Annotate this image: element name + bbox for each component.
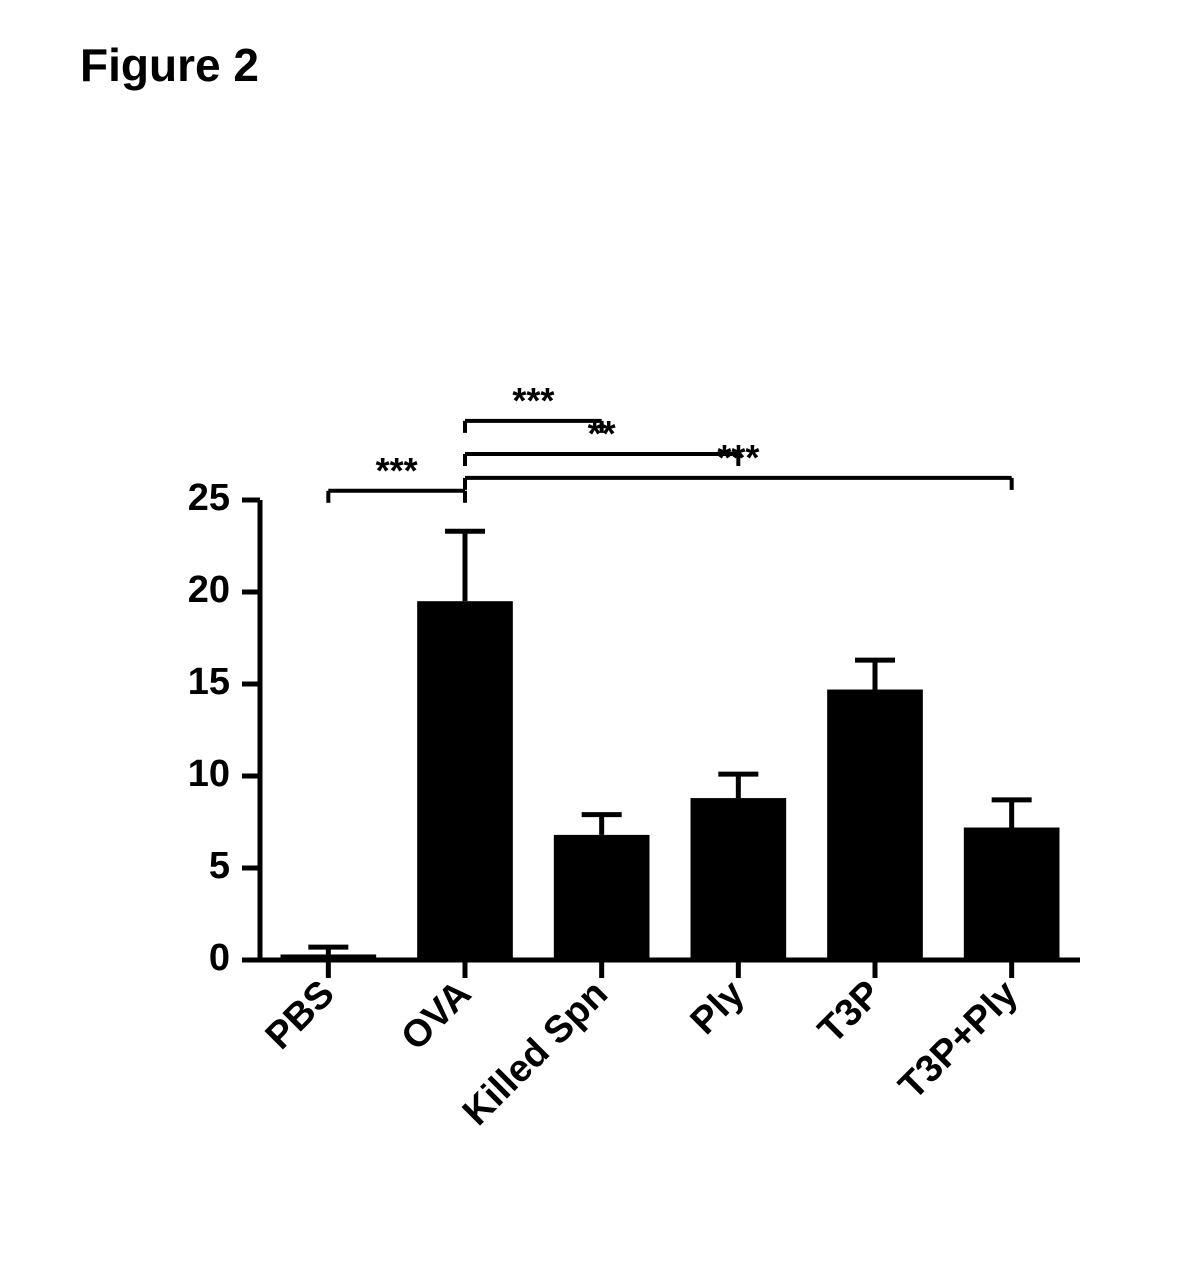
bar (554, 835, 650, 960)
y-tick-label: 20 (188, 569, 230, 611)
x-tick-label: Killed Spn (455, 973, 616, 1134)
x-tick-label: PBS (258, 973, 343, 1058)
y-tick-label: 0 (209, 937, 230, 979)
x-tick-label: Ply (683, 973, 753, 1043)
y-tick-label: 15 (188, 661, 230, 703)
significance-label: *** (512, 380, 554, 421)
bar (691, 798, 787, 960)
significance-label: *** (376, 450, 418, 491)
bar (417, 601, 513, 960)
bar-chart: 0510152025BALF Eosinophils (%)PBSOVAKill… (150, 180, 1100, 1230)
page: Figure 2 0510152025BALF Eosinophils (%)P… (0, 0, 1201, 1263)
x-tick-label: T3P+Ply (891, 973, 1026, 1108)
x-tick-label: T3P (810, 973, 889, 1052)
significance-label: *** (717, 437, 759, 478)
y-tick-label: 25 (188, 477, 230, 519)
y-tick-label: 5 (209, 845, 230, 887)
x-tick-label: OVA (393, 973, 479, 1059)
significance-label: ** (588, 413, 616, 454)
bar (281, 954, 377, 960)
bar (827, 690, 923, 960)
bar (964, 828, 1060, 960)
y-tick-label: 10 (188, 753, 230, 795)
figure-title: Figure 2 (80, 38, 259, 92)
